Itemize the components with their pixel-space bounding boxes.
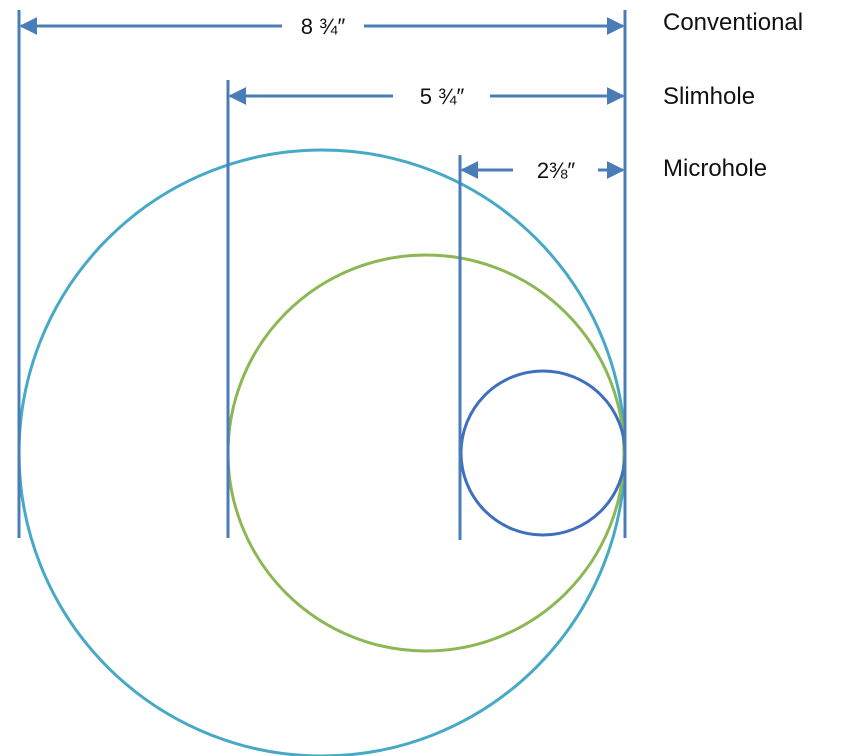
microhole-diameter-label: 2⅜″ <box>537 158 576 183</box>
conventional-circle <box>17 148 627 756</box>
conventional-name-label: Conventional <box>663 9 803 36</box>
microhole-name-label: Microhole <box>663 155 767 182</box>
conventional-diameter-label: 8 ¾″ <box>301 14 346 39</box>
microhole-circle <box>459 369 627 537</box>
slimhole-name-label: Slimhole <box>663 83 755 110</box>
slimhole-diameter-label: 5 ¾″ <box>420 84 465 109</box>
slimhole-circle <box>226 253 626 653</box>
